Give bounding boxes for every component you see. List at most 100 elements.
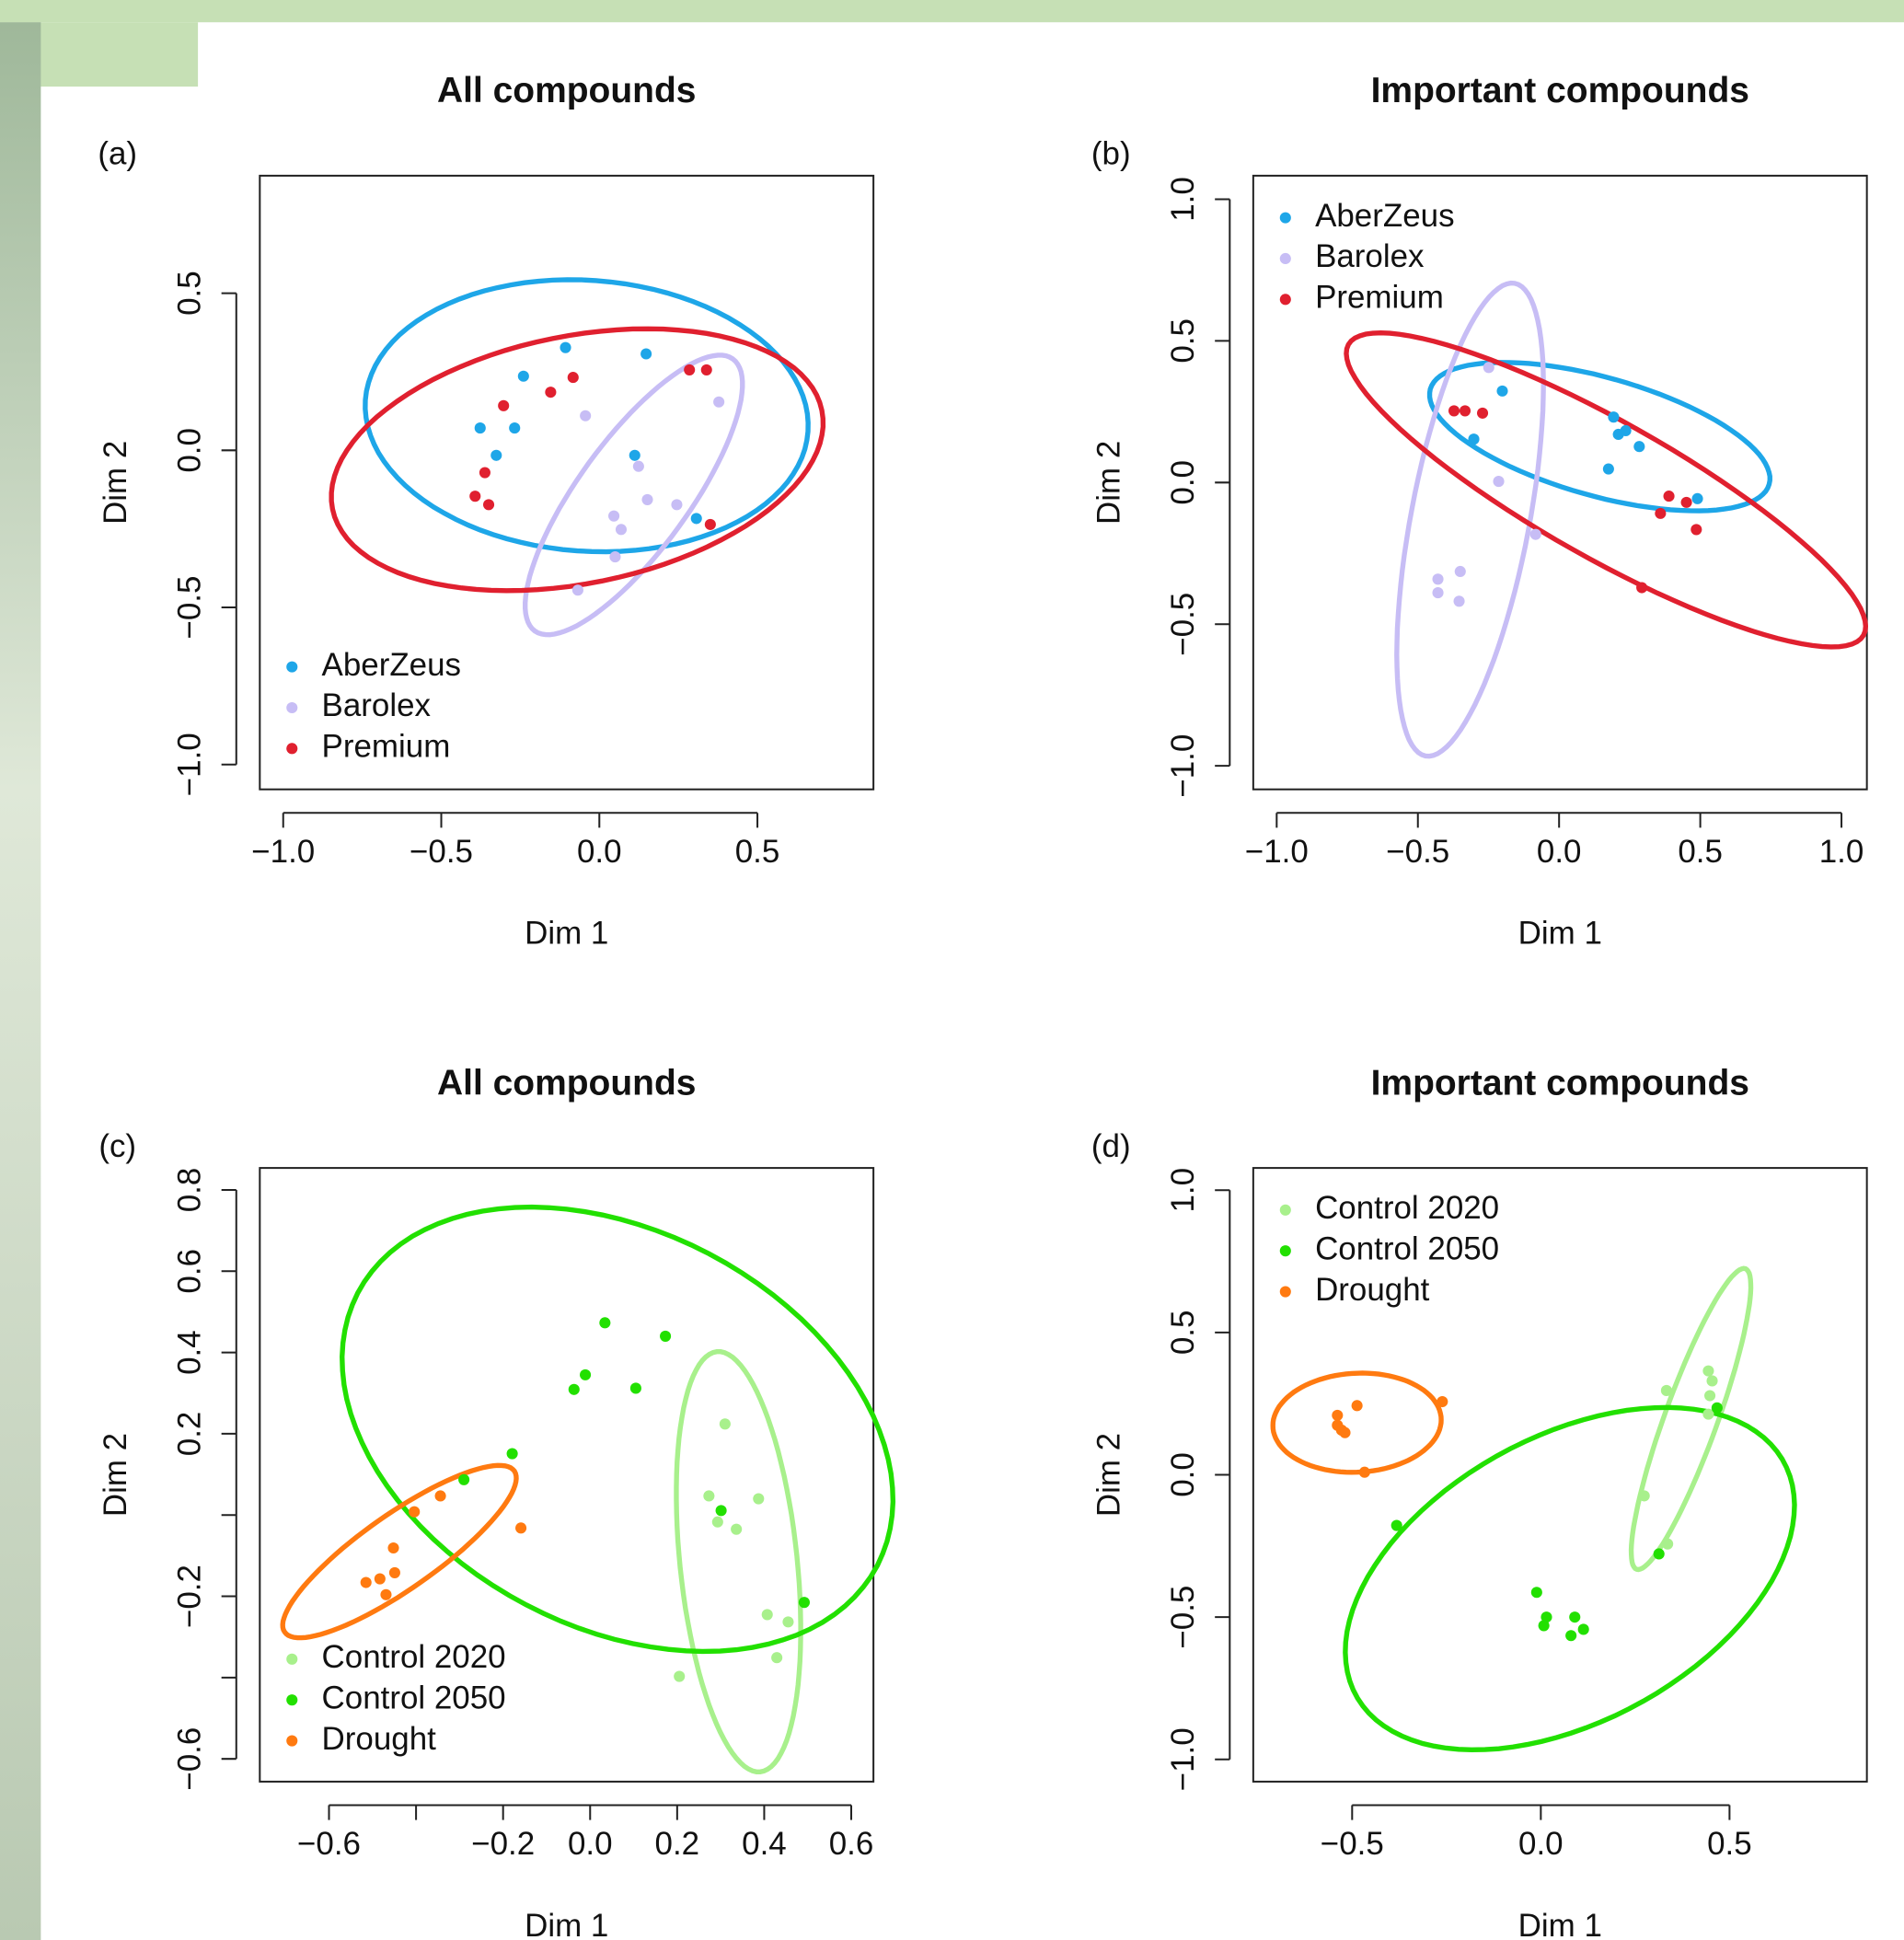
y-tick-label: −0.2 — [172, 1565, 208, 1628]
point — [1455, 566, 1466, 577]
top-band — [0, 0, 1904, 22]
ellipse — [1430, 363, 1771, 511]
point — [469, 491, 480, 502]
point — [580, 410, 591, 421]
point — [490, 450, 502, 461]
point — [1621, 425, 1632, 436]
x-tick-label: −0.2 — [471, 1826, 535, 1862]
x-tick-label: 0.5 — [1678, 834, 1723, 870]
x-axis-title: Dim 1 — [1518, 1908, 1602, 1940]
y-tick-label: 0.0 — [172, 428, 208, 473]
panel-label: (d) — [1091, 1128, 1131, 1164]
point — [1391, 1520, 1402, 1531]
point — [629, 450, 640, 461]
point — [1477, 408, 1488, 419]
y-tick-label: 1.0 — [1165, 177, 1201, 222]
legend-label: Control 2050 — [1315, 1230, 1499, 1266]
point — [568, 372, 579, 383]
point — [684, 364, 695, 375]
legend-marker — [1280, 213, 1291, 224]
y-tick-label: −0.6 — [172, 1727, 208, 1791]
point — [1603, 463, 1614, 474]
point — [641, 494, 652, 505]
legend-label: Drought — [1315, 1272, 1430, 1308]
point — [1704, 1390, 1715, 1401]
ellipse — [1273, 1373, 1441, 1472]
point — [1655, 508, 1666, 519]
ellipse — [525, 355, 743, 635]
x-tick-label: 0.5 — [735, 834, 780, 870]
legend-label: Control 2050 — [322, 1680, 506, 1715]
point — [1539, 1620, 1550, 1631]
point — [660, 1331, 671, 1342]
point — [387, 1542, 398, 1553]
point — [691, 513, 702, 524]
point — [1565, 1630, 1576, 1641]
point — [712, 1517, 723, 1528]
point — [509, 422, 520, 433]
x-tick-label: 0.0 — [1518, 1826, 1564, 1862]
point — [1633, 441, 1644, 452]
point — [753, 1494, 764, 1505]
x-tick-label: 0.4 — [742, 1826, 787, 1862]
legend-label: Premium — [322, 729, 451, 765]
legend-marker — [286, 1735, 297, 1746]
point — [1448, 405, 1460, 416]
x-tick-label: 0.0 — [577, 834, 622, 870]
point — [409, 1507, 420, 1518]
point — [475, 422, 486, 433]
y-axis-title: Dim 2 — [98, 441, 133, 525]
point — [1712, 1403, 1723, 1414]
point — [1496, 386, 1507, 397]
point — [545, 387, 556, 398]
x-tick-label: 0.0 — [568, 1826, 613, 1862]
point — [1493, 476, 1504, 487]
point — [1468, 433, 1479, 445]
point — [599, 1317, 610, 1328]
point — [640, 348, 652, 359]
point — [716, 1505, 727, 1516]
point — [1460, 405, 1471, 416]
point — [705, 519, 716, 530]
point — [1359, 1467, 1370, 1478]
y-tick-label: 0.4 — [172, 1330, 208, 1375]
ellipse — [283, 1465, 516, 1637]
x-tick-label: 0.0 — [1537, 834, 1582, 870]
y-tick-label: 0.5 — [172, 271, 208, 316]
point — [782, 1616, 793, 1627]
point — [507, 1448, 518, 1459]
point — [1530, 529, 1541, 540]
x-tick-label: −1.0 — [1245, 834, 1309, 870]
legend-label: Control 2020 — [1315, 1190, 1499, 1226]
point — [1454, 595, 1465, 606]
point — [630, 1382, 641, 1393]
point — [1636, 582, 1647, 593]
y-tick-label: −0.5 — [1165, 1586, 1201, 1649]
point — [361, 1576, 372, 1588]
legend-label: AberZeus — [322, 647, 461, 683]
x-tick-label: 1.0 — [1819, 834, 1864, 870]
point — [1661, 1385, 1672, 1396]
point — [799, 1597, 810, 1608]
panel-label: (b) — [1091, 136, 1131, 172]
point — [713, 397, 724, 408]
point — [1483, 362, 1494, 373]
point — [1692, 493, 1703, 504]
ellipse — [1346, 333, 1865, 647]
figure: All compounds(a)−1.0−0.50.00.5−1.0−0.50.… — [0, 0, 1904, 1940]
y-axis-title: Dim 2 — [98, 1433, 133, 1517]
x-tick-label: 0.5 — [1707, 1826, 1752, 1862]
y-tick-label: −1.0 — [1165, 1727, 1201, 1791]
legend-label: Barolex — [322, 687, 432, 723]
legend-label: AberZeus — [1315, 198, 1454, 234]
chart-title: Important compounds — [1371, 71, 1749, 110]
point — [1432, 573, 1443, 584]
y-axis-title: Dim 2 — [1090, 441, 1126, 525]
point — [569, 1384, 580, 1395]
ellipse — [342, 1207, 894, 1652]
x-tick-label: −1.0 — [251, 834, 315, 870]
point — [1654, 1548, 1665, 1559]
y-tick-label: 0.6 — [172, 1249, 208, 1294]
point — [1569, 1611, 1580, 1622]
point — [560, 342, 571, 353]
